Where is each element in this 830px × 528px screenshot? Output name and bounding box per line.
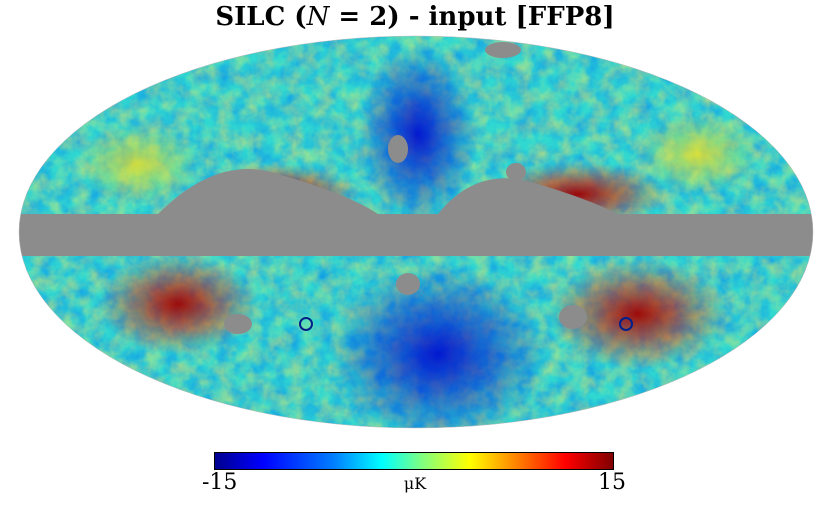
figure-title: SILC (N = 2) - input [FFP8] (0, 2, 830, 32)
north-warm-region-left (78, 124, 198, 204)
colorbar-unit-label: μK (403, 474, 427, 493)
mask-patch (388, 135, 408, 163)
mask-patch (485, 42, 521, 58)
south-cold-region (328, 264, 548, 428)
map-outline (18, 35, 814, 429)
mask-ring (299, 317, 313, 331)
title-prefix: SILC ( (215, 2, 307, 32)
mollweide-sky-map (18, 35, 814, 429)
sky-map-content (19, 36, 813, 428)
mask-patch (506, 163, 526, 181)
galactic-plane-mask (19, 214, 813, 256)
south-hot-region-left (98, 254, 258, 354)
mask-patch (559, 305, 587, 329)
north-cold-region (358, 44, 478, 224)
north-warm-region (638, 114, 758, 194)
colorbar-max-label: 15 (598, 470, 626, 495)
title-middle: = 2) (329, 2, 400, 32)
mask-patch (224, 314, 252, 334)
mask-ring (619, 317, 633, 331)
colorbar-min-label: -15 (202, 470, 238, 495)
title-math-variable: N (306, 2, 330, 32)
mask-patch (396, 273, 420, 295)
title-suffix: - input [FFP8] (399, 2, 615, 32)
mask-lobe-north-left (158, 169, 378, 214)
south-hot-region-right (548, 259, 728, 369)
mask-lobe-north-right (438, 178, 618, 214)
colorbar (214, 452, 614, 470)
